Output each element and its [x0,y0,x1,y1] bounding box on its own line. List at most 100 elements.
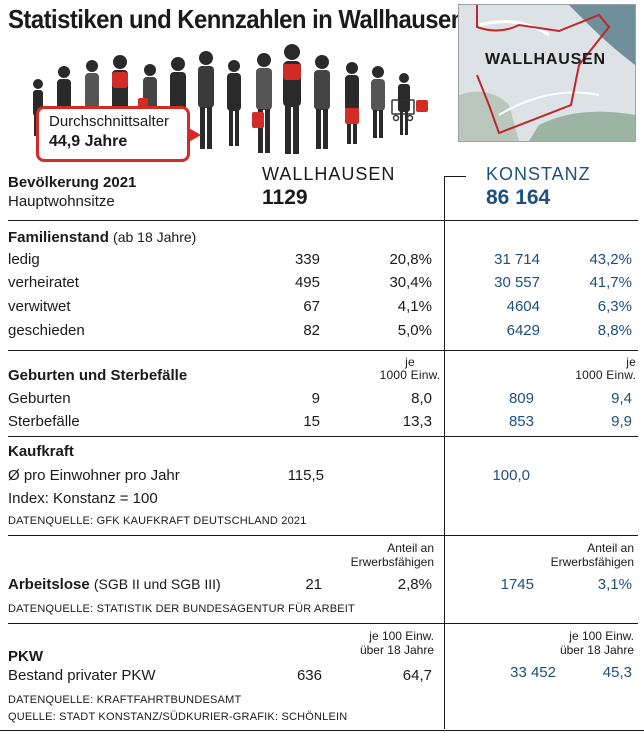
row-label: Sterbefälle [8,413,80,430]
arbeitslose-source: DATENQUELLE: STATISTIK DER BUNDESAGENTUR… [8,603,355,615]
table-row: ledig 339 20,8% 31 714 43,2% [0,251,644,274]
badge-label: Durchschnittsalter [49,113,170,130]
familienstand-note: (ab 18 Jahre) [113,229,197,245]
table-row: Geburten 9 8,0 809 9,4 [0,390,644,413]
row-label: verwitwet [8,298,71,315]
kaufkraft-index: Index: Konstanz = 100 [8,490,158,507]
wallhausen-percent: 30,4% [389,274,432,291]
arbeitslose-konstanz-percent: 3,1% [597,576,632,593]
konstanz-population: 86 164 [486,186,551,209]
person-figure [256,53,272,153]
unit-line: 1000 Einw. [575,368,636,382]
kaufkraft-wallhausen: 115,5 [287,467,324,484]
unit-line: je 100 Einw. [569,629,634,643]
konstanz-count: 31 714 [494,251,540,268]
pkw-wallhausen-rate: 64,7 [402,667,432,684]
pkw-unit-konstanz: je 100 Einw. über 18 Jahre [540,629,634,657]
unit-line: Erwerbsfähigen [550,555,634,569]
pkw-source: DATENQUELLE: KRAFTFAHRTBUNDESAMT [8,694,242,706]
arbeitslose-heading: Arbeitslose (SGB II und SGB III) [8,576,221,593]
konstanz-count: 4604 [506,298,540,315]
wallhausen-rate: 8,0 [411,390,432,407]
location-map: WALLHAUSEN [458,4,636,142]
red-shopping-bag [252,112,264,128]
pkw-unit-wallhausen: je 100 Einw. über 18 Jahre [346,629,434,657]
wallhausen-count: 495 [294,274,320,291]
person-figure [227,60,241,146]
pkw-konstanz-rate: 45,3 [602,664,632,681]
wallhausen-count: 67 [303,298,320,315]
arbeitslose-note: (SGB II und SGB III) [93,576,221,592]
wallhausen-percent: 20,8% [389,251,432,268]
column-divider [444,176,445,729]
kaufkraft-title: Kaufkraft [8,443,74,460]
graphic-credit: QUELLE: STADT KONSTANZ/SÜDKURIER-GRAFIK:… [8,711,348,723]
wallhausen-count: 15 [303,413,320,430]
unit-line: je [626,355,636,369]
red-shopping-bag [416,100,428,112]
arbeitslose-unit-konstanz: Anteil an Erwerbsfähigen [540,541,634,569]
population-label: Bevölkerung 2021 [8,174,137,191]
familienstand-table: ledig 339 20,8% 31 714 43,2% verheiratet… [0,251,644,346]
wallhausen-rate: 13,3 [402,413,432,430]
section-divider [8,535,638,536]
konstanz-rate: 9,4 [611,390,632,407]
wallhausen-population: 1129 [262,186,308,209]
section-divider [8,350,638,351]
table-row: Sterbefälle 15 13,3 853 9,9 [0,413,644,436]
unit-line: Erwerbsfähigen [350,555,434,569]
red-shirt [283,64,301,80]
geburten-table: Geburten 9 8,0 809 9,4 Sterbefälle 15 13… [0,390,644,436]
kaufkraft-row-label: Ø pro Einwohner pro Jahr [8,467,180,484]
unit-line: Anteil an [387,541,434,555]
unit-line: 1000 Einw. [379,368,441,382]
shopping-cart-icon [391,99,415,115]
geburten-unit-konstanz: je 1000 Einw. [570,356,642,382]
kaufkraft-source: DATENQUELLE: GFK KAUFKRAFT DEUTSCHLAND 2… [8,515,307,527]
bottom-border [0,730,644,731]
badge-value: 44,9 Jahre [49,133,128,150]
wallhausen-count: 339 [294,251,320,268]
section-divider [8,623,638,624]
konstanz-rate: 9,9 [611,413,632,430]
table-row: geschieden 82 5,0% 6429 8,8% [0,322,644,346]
geburten-title: Geburten und Sterbefälle [8,367,188,384]
pkw-konstanz-count: 33 452 [510,664,556,681]
unit-line: über 18 Jahre [559,643,634,657]
arbeitslose-konstanz-count: 1745 [500,576,534,593]
konstanz-count: 853 [508,413,534,430]
konstanz-percent: 8,8% [597,322,632,339]
section-divider [8,220,638,221]
konstanz-percent: 43,2% [589,251,632,268]
unit-line: über 18 Jahre [359,643,434,657]
konstanz-header: KONSTANZ [486,164,591,184]
unit-line: je [405,355,415,369]
wallhausen-count: 9 [311,390,320,407]
konstanz-percent: 6,3% [597,298,632,315]
konstanz-percent: 41,7% [589,274,632,291]
person-figure [198,51,214,149]
geburten-unit-wallhausen: je 1000 Einw. [370,356,450,382]
map-graphic [459,5,635,141]
arbeitslose-title: Arbeitslose [8,576,90,593]
red-trousers [345,108,359,124]
person-figure [345,62,359,144]
red-shirt [112,72,128,88]
row-label: Geburten [8,390,71,407]
pkw-wallhausen-count: 636 [296,667,322,684]
wallhausen-count: 82 [303,322,320,339]
crowd-illustration [33,44,428,154]
page-title: Statistiken und Kennzahlen in Wallhausen [8,4,465,34]
table-row: verwitwet 67 4,1% 4604 6,3% [0,298,644,322]
pkw-title: PKW [8,648,43,665]
person-figure [398,73,410,135]
map-label: WALLHAUSEN [485,51,606,68]
wallhausen-percent: 4,1% [397,298,432,315]
person-figure [371,66,385,138]
kaufkraft-konstanz: 100,0 [492,467,530,484]
person-figure [314,55,330,149]
unit-line: je 100 Einw. [369,629,434,643]
average-age-badge: Durchschnittsalter 44,9 Jahre [36,106,201,162]
row-label: ledig [8,251,40,268]
wallhausen-header: WALLHAUSEN [262,164,396,184]
